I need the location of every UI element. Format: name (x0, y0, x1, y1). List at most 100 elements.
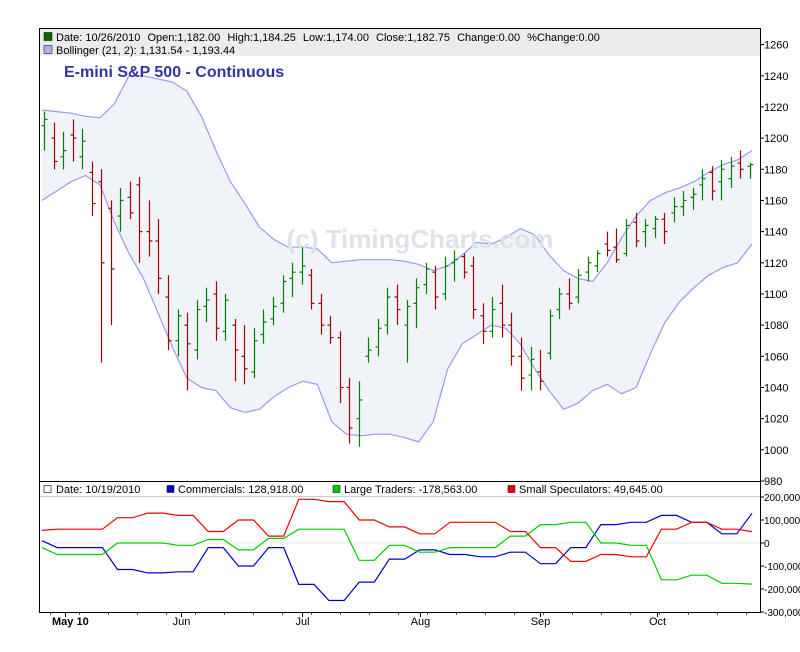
header-change: Change:0.00 (457, 32, 520, 44)
large-traders-legend-label: Large Traders: -178,563.00 (344, 484, 477, 496)
ohlc-bar (728, 156, 735, 188)
ohlc-bar (89, 161, 96, 217)
ohlc-bar (585, 256, 592, 282)
cot-date-swatch (43, 485, 52, 493)
ohlc-bar (652, 216, 659, 238)
bollinger-legend-swatch (43, 45, 53, 54)
ohlc-bar (518, 337, 525, 391)
price-tick-label: 1160 (764, 195, 788, 207)
price-tick-label: 1080 (764, 320, 788, 332)
ohlc-bar (537, 350, 544, 391)
ohlc-bar (699, 169, 706, 201)
header-date: Date: 10/26/2010 (56, 32, 140, 44)
ohlc-bar (260, 309, 267, 344)
ohlc-bar (642, 219, 649, 248)
ohlc-bar (280, 275, 287, 313)
cot-tick-label: -300,000 (764, 608, 800, 619)
ohlc-bar (737, 150, 744, 179)
price-tick-label: 1120 (764, 258, 788, 270)
ohlc-bar (365, 337, 372, 363)
ohlc-bar (633, 212, 640, 248)
price-tick-label: 1020 (764, 414, 788, 426)
cot-series-line (41, 512, 753, 602)
time-tick-label: Aug (411, 616, 431, 628)
ohlc-bar (60, 131, 67, 170)
cot-tick-label: -100,000 (764, 562, 800, 573)
bollinger-upper-line (41, 75, 753, 283)
ohlc-bar (623, 219, 630, 257)
price-tick-label: 1180 (764, 164, 788, 176)
ohlc-bar (289, 262, 296, 298)
cot-panel-frame (39, 481, 761, 613)
ohlc-bar (241, 325, 248, 385)
ohlc-bar (175, 309, 182, 357)
ohlc-bar (718, 159, 725, 201)
time-axis: May 10 Jun Jul Aug Sep Oct (50, 612, 747, 628)
ohlc-bar (98, 169, 105, 363)
price-tick-label: 1040 (764, 382, 788, 394)
time-tick-label: Sep (531, 616, 551, 628)
ohlc-bar (604, 231, 611, 257)
ohlc-bar (79, 128, 86, 170)
ohlc-bar (432, 265, 439, 310)
ohlc-bar (489, 297, 496, 338)
ohlc-bar (423, 262, 430, 294)
ohlc-bar (308, 269, 315, 310)
ohlc-bar (661, 212, 668, 245)
ohlc-bar (547, 309, 554, 360)
cot-tick-label: 100,000 (764, 516, 800, 527)
cot-header-date: Date: 10/19/2010 (56, 484, 140, 496)
ohlc-bar (337, 331, 344, 404)
ohlc-bar (499, 284, 506, 338)
header-low: Low:1,174.00 (303, 32, 369, 44)
ohlc-bar (184, 312, 191, 391)
ohlc-bar (690, 187, 697, 210)
cot-tick-label: -200,000 (764, 585, 800, 596)
ohlc-bar (346, 378, 353, 444)
cot-tick-label: 0 (764, 539, 770, 550)
cot-series-line (41, 498, 753, 562)
ohlc-bar (155, 219, 162, 294)
price-tick-label: 1240 (764, 71, 788, 83)
chart-title: E-mini S&P 500 - Continuous (64, 64, 284, 81)
ohlc-bar (70, 119, 77, 162)
ohlc-bar (203, 287, 210, 323)
ohlc-bar (270, 297, 277, 326)
ohlc-bar (51, 122, 58, 170)
ohlc-bar (232, 318, 239, 382)
ohlc-bar (480, 303, 487, 344)
price-tick-label: 1260 (764, 40, 788, 52)
time-tick-label: Jul (295, 616, 309, 628)
ohlc-bar (327, 315, 334, 344)
time-tick-label: Jun (173, 616, 191, 628)
ohlc-bar (594, 250, 601, 273)
ohlc-bar (165, 275, 172, 351)
ohlc-bar (318, 293, 325, 335)
large-traders-swatch (332, 485, 341, 493)
price-tick-label: 1060 (764, 351, 788, 363)
bollinger-legend-label: Bollinger (21, 2): 1,131.54 - 1,193.44 (56, 45, 235, 57)
ohlc-bar (470, 256, 477, 319)
price-tick-label: 1200 (764, 133, 788, 145)
watermark: (c) TimingCharts.com (287, 224, 554, 254)
bollinger-band-fill (42, 75, 752, 443)
header-close: Close:1,182.75 (376, 32, 450, 44)
ohlc-bar (222, 293, 229, 341)
ohlc-bar (461, 253, 468, 279)
ohlc-bar (146, 200, 153, 257)
ohlc-bar (575, 269, 582, 304)
ohlc-bar (451, 250, 458, 282)
ohlc-bar (127, 181, 134, 220)
commercials-legend-label: Commercials: 128,918.00 (178, 484, 303, 496)
small-speculators-swatch (507, 485, 516, 493)
price-tick-label: 1140 (764, 227, 788, 239)
header-open: Open:1,182.00 (147, 32, 220, 44)
price-header-row: Date: 10/26/2010 Open:1,182.00 High:1,18… (56, 32, 600, 44)
ohlc-bar (556, 287, 563, 319)
ohlc-bar (194, 300, 201, 360)
header-high: High:1,184.25 (227, 32, 296, 44)
ohlc-bar (442, 256, 449, 301)
ohlc-bar (413, 278, 420, 329)
